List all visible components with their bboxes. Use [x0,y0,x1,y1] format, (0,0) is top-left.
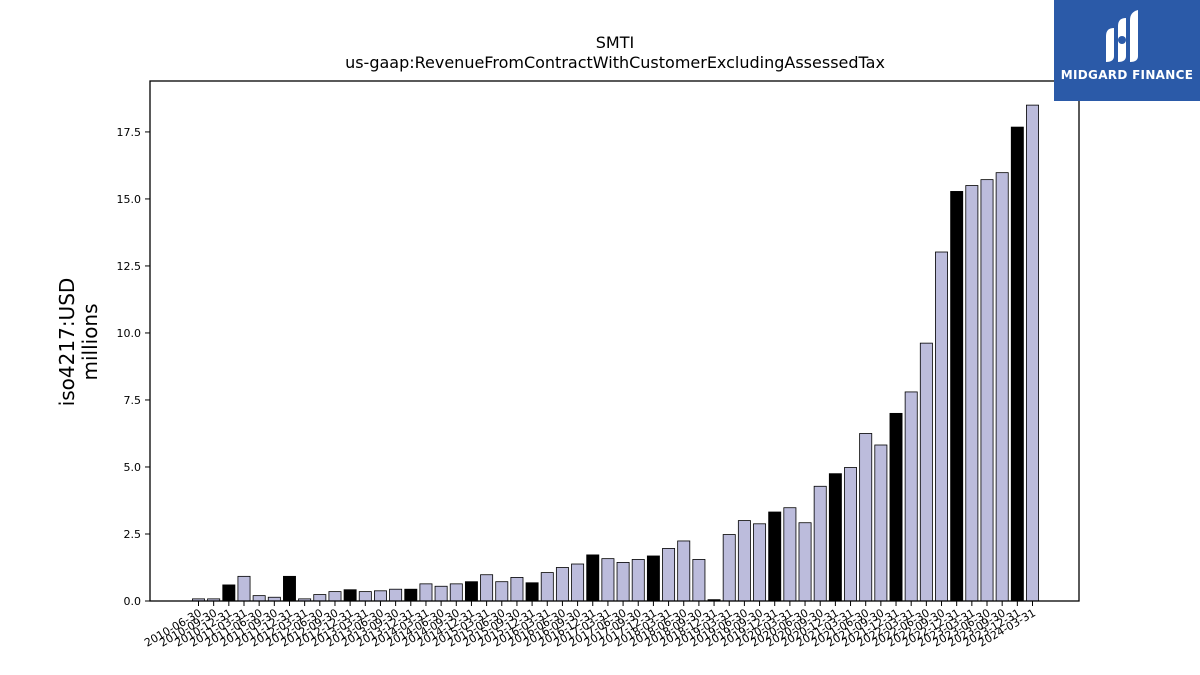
bar-2014-03-31 [419,583,433,602]
bar-2019-12-31 [768,511,782,602]
bar-2014-06-30 [434,585,448,602]
logo-text: MIDGARD FINANCE [1060,68,1194,82]
bar-2018-09-30 [692,559,706,602]
bar-2016-06-30 [555,567,569,602]
bar-series [192,104,1039,602]
y-axis-ticks: 0.0 2.5 5.0 7.5 10.0 12.5 15.0 17.5 [117,126,150,608]
midgard-finance-logo: MIDGARD FINANCE [1054,0,1200,101]
bar-2014-09-30 [449,583,463,602]
y-tick-label: 2.5 [124,528,142,541]
bar-2017-03-31 [601,558,615,602]
bar-2017-06-30 [616,562,630,602]
bar-2013-03-31 [358,591,372,602]
bar-2020-12-31 [828,473,842,602]
bar-2020-03-31 [783,507,797,602]
bar-2016-12-31 [586,554,600,602]
bar-2023-12-31 [1010,126,1024,602]
bar-2020-09-30 [813,485,827,602]
bar-2015-12-31 [525,582,539,602]
y-tick-label: 10.0 [117,327,142,340]
bar-2015-06-30 [495,581,509,602]
bar-2024-03-31 [1026,104,1039,602]
bar-2023-06-30 [980,179,994,602]
plot-area-frame [149,80,1080,602]
bar-2023-03-31 [965,185,979,602]
bar-2018-06-30 [677,540,691,602]
bar-2011-12-31 [283,575,296,602]
midgard-logo-icon [1106,10,1138,62]
bar-2015-03-31 [480,574,494,602]
bar-2021-12-31 [889,412,903,602]
bar-2023-09-30 [995,172,1009,602]
bar-2016-09-30 [571,563,585,602]
bar-2013-06-30 [373,590,387,602]
bar-2019-09-30 [753,523,767,602]
chart-subtitle: us-gaap:RevenueFromContractWithCustomerE… [345,53,885,72]
chart-title: SMTI [596,33,634,52]
bar-2021-06-30 [859,433,873,602]
bar-2022-06-30 [919,342,933,602]
y-tick-label: 17.5 [117,126,142,139]
bar-2021-09-30 [874,444,888,602]
bar-2011-06-30 [252,595,266,602]
bar-2011-03-31 [237,575,251,602]
y-axis-label-line2: millions [78,303,102,380]
bar-2012-09-30 [328,591,342,602]
bar-2013-12-31 [404,588,418,602]
bar-2019-06-30 [737,520,751,602]
bar-2022-09-30 [935,251,948,602]
bar-2012-12-31 [343,589,357,602]
bar-2017-09-30 [631,559,645,602]
x-axis-ticks: 2010-06-302010-09-302010-12-312011-03-31… [142,601,1038,650]
bar-2012-06-30 [313,594,327,602]
bar-2021-03-31 [844,467,857,602]
bar-2018-03-31 [662,548,676,602]
bar-2016-03-31 [540,572,554,602]
bar-2015-09-30 [510,577,524,602]
y-axis-label-line1: iso4217:USD [55,278,79,407]
y-tick-label: 12.5 [117,260,142,273]
y-tick-label: 7.5 [124,394,142,407]
bar-2020-06-30 [798,522,812,602]
y-tick-label: 15.0 [117,193,142,206]
bar-2013-09-30 [389,588,403,602]
bar-2022-03-31 [904,391,918,602]
bar-2010-12-31 [222,584,236,602]
bar-2022-12-31 [950,191,964,602]
bar-2014-12-31 [464,581,478,602]
bar-2017-12-31 [646,555,660,602]
y-tick-label: 5.0 [124,461,142,474]
bar-2019-03-31 [722,534,736,602]
y-tick-label: 0.0 [124,595,142,608]
